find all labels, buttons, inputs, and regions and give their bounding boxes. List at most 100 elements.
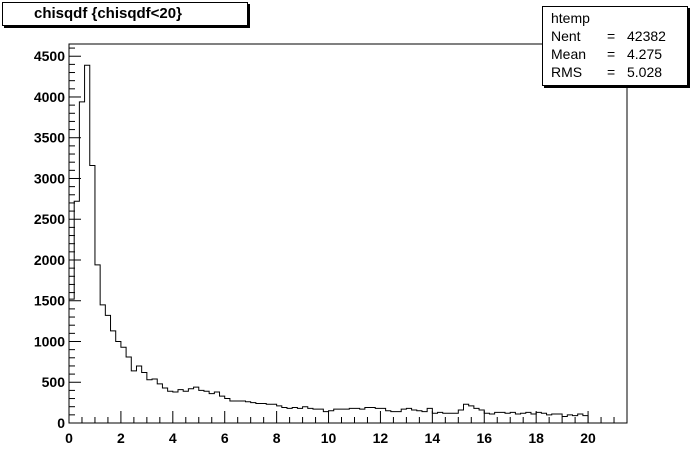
histogram-bin [308,408,313,423]
histogram-bin [100,305,105,423]
histogram-bin [567,415,572,423]
histogram-bin [515,414,520,423]
histogram-bin [116,341,121,423]
histogram-bin [505,413,510,423]
histogram-bin [484,413,489,423]
stats-mean-eq: = [607,46,616,62]
histogram-bin [386,411,391,423]
histogram-bin [370,408,375,423]
plot-frame [68,43,628,424]
histogram-bin [188,389,193,423]
y-tick-label: 3500 [34,130,65,146]
x-tick-label: 0 [65,430,73,446]
stats-rms-eq: = [607,64,616,80]
stats-row-mean: Mean = 4.275 [551,45,687,63]
histogram-bin [214,392,219,423]
histogram-bin [303,407,308,423]
histogram-bin [489,414,494,423]
histogram-bin [552,414,557,423]
y-tick-label: 0 [57,415,65,431]
histogram-bin [240,401,245,423]
x-tick-label: 6 [221,430,229,446]
stats-nent-eq: = [607,28,616,44]
y-axis: 0 500 1000 1500 2000 2500 3000 3500 4000 4500 [34,47,81,431]
x-tick-label: 2 [117,430,125,446]
histogram-bin [557,414,562,423]
histogram-bin [448,413,453,423]
y-tick-label: 1000 [34,333,65,349]
plot-title-text: chisqdf {chisqdf<20} [34,5,182,22]
plot-frame-rect [68,43,628,424]
histogram-bin [282,408,287,423]
histogram-bin [318,409,323,423]
x-tick-label: 10 [321,430,337,446]
histogram-bin [583,416,588,423]
x-tick-label: 12 [373,430,389,446]
histogram-bin [256,403,261,423]
histogram-bin [95,265,100,423]
x-tick-label: 16 [476,430,492,446]
stats-nent-key: Nent [551,28,581,44]
y-tick-label: 500 [42,374,66,390]
histogram-bin [438,412,443,423]
histogram-bin [432,413,437,423]
histogram-bin [251,403,256,423]
stats-rms-key: RMS [551,64,583,80]
histogram-bin [271,404,276,423]
histogram-bin [277,406,282,423]
histogram-bin [412,410,417,423]
histogram-bin [526,412,531,423]
histogram-bin [463,404,468,423]
histogram-bin [531,414,536,423]
stats-row-rms: RMS = 5.028 [551,63,687,81]
x-tick-label: 8 [273,430,281,446]
x-tick-label: 18 [528,430,544,446]
histogram-bin [121,347,126,423]
histogram-bin [245,402,250,423]
histogram-bin [266,404,271,423]
histogram-bin [479,410,484,423]
stats-nent-value: 42382 [627,28,666,44]
histogram-outline [68,64,589,423]
x-axis: 0 2 4 6 8 10 12 14 16 18 20 [65,411,628,446]
histogram-bin [142,372,147,423]
histogram-bin [541,413,546,423]
stats-box: htemp Nent = 42382 Mean = 4.275 RMS = 5.… [542,6,688,86]
plot-title: chisqdf {chisqdf<20} [2,2,248,26]
histogram-bin [323,412,328,423]
histogram-bin [90,165,95,423]
histogram-bin [334,409,339,423]
histogram-bin [380,408,385,423]
histogram-bin [199,390,204,423]
y-tick-label: 2500 [34,211,65,227]
histogram-bin [173,392,178,423]
histogram-bin [354,408,359,423]
histogram-bin [401,409,406,423]
histogram-bin [152,379,157,423]
histogram-bin [458,410,463,423]
stats-mean-value: 4.275 [627,46,663,62]
stats-mean-key: Mean [551,46,587,62]
histogram-bin [344,409,349,423]
y-tick-label: 3000 [34,170,65,186]
histogram-bin [204,391,209,423]
histogram-bin [510,412,515,423]
histogram-bin [194,387,199,423]
histogram-bin [474,408,479,423]
x-tick-label: 14 [425,430,441,446]
histogram-bin [85,65,90,423]
histogram-bin [349,408,354,423]
histogram-bin [406,408,411,423]
histogram-bin [329,411,334,423]
histogram-bin [427,408,432,423]
stats-rms-value: 5.028 [627,64,663,80]
y-tick-label: 4500 [34,48,65,64]
x-tick-label: 4 [169,430,177,446]
histogram-bin [500,412,505,423]
histogram-bin [162,388,167,423]
histogram-bin [396,412,401,423]
histogram-bin [178,390,183,423]
histogram-bin [562,416,567,423]
histogram-bin [225,399,230,423]
